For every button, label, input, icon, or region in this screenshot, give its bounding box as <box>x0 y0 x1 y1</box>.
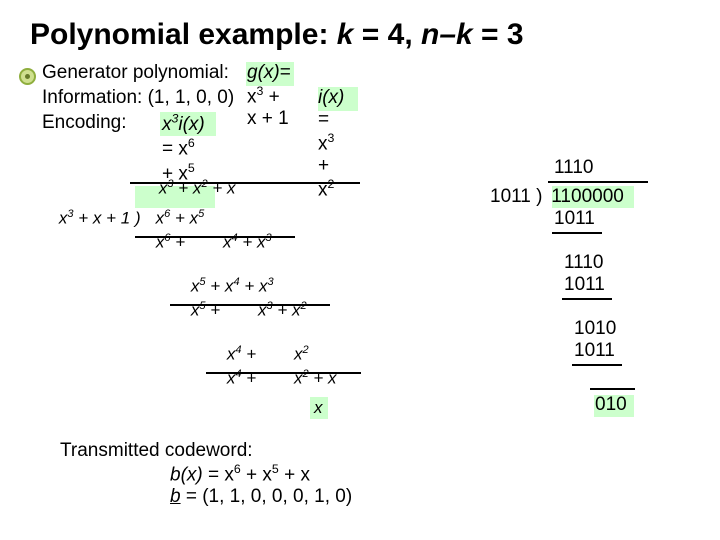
bin-divisor: 1011 ) <box>490 187 542 207</box>
gen-gx: g(x) <box>247 62 280 83</box>
title-nk: n–k <box>421 18 473 51</box>
gen-label: Generator polynomial: <box>42 62 229 83</box>
page-title: Polynomial example: k = 4, n–k = 3 <box>30 18 524 52</box>
title-k: k <box>337 18 354 51</box>
rule <box>590 388 635 390</box>
encoding-line: Encoding: x3i(x) = x6 + x5 <box>42 112 127 134</box>
rule <box>572 364 622 366</box>
bin-row-3: 1010 <box>574 319 616 339</box>
rule <box>548 181 648 183</box>
bullet-icon <box>19 68 36 85</box>
rule <box>130 182 360 184</box>
rule <box>562 298 612 300</box>
result-label: Transmitted codeword: <box>60 440 352 462</box>
info-s2: 2 <box>328 177 335 191</box>
result-bx: b(x) = x6 + x5 + x <box>170 462 352 486</box>
poly-divisor: x3 + x + 1 ) <box>40 188 141 249</box>
enc-label: Encoding: <box>42 112 127 133</box>
info-s1: 3 <box>328 131 335 145</box>
enc-s2: 6 <box>188 136 195 150</box>
enc-rest: = x <box>162 139 188 160</box>
rule <box>552 232 602 234</box>
bin-dividend: 1100000 <box>546 187 624 207</box>
info-ix: i(x) <box>318 87 344 108</box>
result-b: b = (1, 1, 0, 0, 0, 1, 0) <box>170 486 352 508</box>
result-block: Transmitted codeword: b(x) = x6 + x5 + x… <box>60 440 352 508</box>
bin-row-2: 1011 <box>564 275 605 295</box>
enc-x3: x3i(x) <box>162 114 205 135</box>
rule <box>135 236 295 238</box>
title-eq2: = 3 <box>473 18 524 51</box>
information-line: Information: (1, 1, 0, 0) i(x) = x3 + x2 <box>42 87 234 109</box>
bin-row-4: 1011 <box>574 341 615 361</box>
bin-row-5: 010 <box>595 395 627 415</box>
rule <box>206 372 361 374</box>
bin-row-1: 1110 <box>564 253 603 273</box>
title-eq1: = 4, <box>353 18 421 51</box>
generator-line: Generator polynomial: g(x)= x3 + x + 1 <box>42 62 229 84</box>
rule <box>170 304 330 306</box>
info-label: Information: (1, 1, 0, 0) <box>42 87 234 108</box>
bin-row-0: 1011 <box>554 209 595 229</box>
poly-remainder: x <box>314 398 323 418</box>
title-prefix: Polynomial example: <box>30 18 337 51</box>
bin-quotient: 1110 <box>554 158 593 178</box>
